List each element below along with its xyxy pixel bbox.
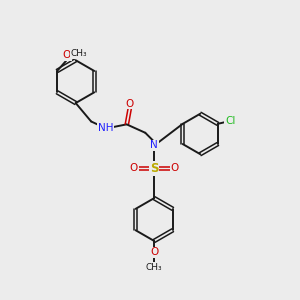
Text: O: O xyxy=(62,50,71,61)
Text: CH₃: CH₃ xyxy=(71,50,88,58)
Text: O: O xyxy=(130,164,138,173)
Text: N: N xyxy=(150,140,158,150)
Text: Cl: Cl xyxy=(225,116,236,126)
Text: O: O xyxy=(150,247,158,257)
Text: O: O xyxy=(126,99,134,109)
Text: O: O xyxy=(170,164,178,173)
Text: NH: NH xyxy=(98,123,113,133)
Text: CH₃: CH₃ xyxy=(146,262,163,272)
Text: S: S xyxy=(150,162,158,175)
